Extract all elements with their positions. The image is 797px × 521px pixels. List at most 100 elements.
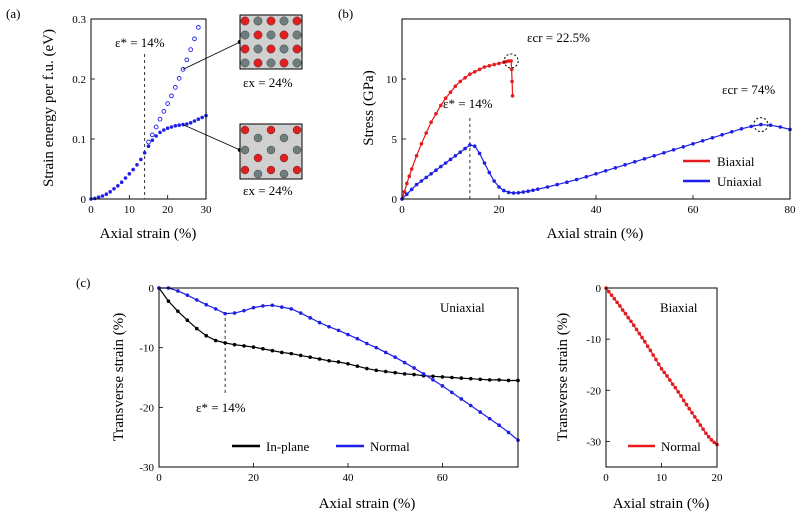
atom (266, 145, 276, 155)
data-point (409, 167, 414, 171)
data-point (497, 61, 501, 66)
data-point (374, 368, 379, 373)
data-point (565, 180, 569, 184)
x-tick-label: 40 (342, 472, 354, 484)
data-point (691, 142, 695, 146)
data-point (720, 133, 724, 137)
y-tick-label: 0.3 (72, 14, 86, 26)
y-axis-label: Transverse strain (%) (555, 313, 571, 442)
atom (266, 44, 276, 54)
data-point (177, 123, 181, 127)
data-point (615, 300, 619, 305)
x-axis-label: Axial strain (%) (100, 226, 197, 242)
data-point (194, 326, 199, 331)
x-tick-label: 40 (591, 204, 603, 216)
data-point (584, 175, 589, 179)
atom (266, 165, 276, 175)
data-point (165, 126, 170, 130)
atom (253, 133, 263, 143)
data-point (123, 176, 128, 180)
data-point (434, 112, 438, 116)
x-tick-label: 0 (88, 204, 94, 216)
atom (279, 153, 289, 163)
data-point (574, 177, 579, 182)
plot-frame (158, 287, 519, 468)
y-tick-label: -30 (139, 462, 154, 474)
data-point (242, 344, 246, 348)
atom (253, 153, 263, 163)
atom (292, 145, 302, 155)
data-point (450, 390, 454, 395)
data-point (146, 139, 151, 145)
critical-point-marker (503, 53, 519, 69)
data-point (261, 347, 265, 351)
y-axis-label: Stress (GPa) (361, 70, 377, 145)
data-point (603, 169, 608, 173)
atom (279, 30, 289, 40)
y-tick-label: 0 (392, 194, 398, 206)
y-tick-label: 0.1 (72, 134, 86, 146)
data-point (204, 302, 209, 307)
x-axis-label: Axial strain (%) (319, 496, 416, 512)
data-point (652, 154, 656, 158)
data-point (629, 319, 633, 324)
data-point (355, 336, 360, 341)
data-point (618, 304, 622, 308)
data-point (176, 76, 182, 81)
data-point (511, 191, 516, 195)
data-point (154, 134, 158, 138)
data-point (509, 59, 513, 63)
atom (240, 58, 250, 68)
data-point (662, 370, 667, 375)
data-point (393, 355, 397, 360)
inset-2-leader (182, 124, 241, 151)
atom (279, 133, 289, 143)
data-point (169, 125, 174, 129)
data-point (555, 182, 559, 187)
data-point (640, 335, 644, 340)
data-point (673, 385, 678, 390)
data-point (185, 293, 190, 297)
data-point (270, 303, 275, 308)
atom (292, 125, 302, 135)
data-point (298, 353, 303, 358)
data-point (681, 145, 686, 149)
y-axis-label: Transverse strain (%) (111, 313, 127, 442)
data-point (633, 160, 637, 164)
y-tick-label: -10 (586, 334, 601, 346)
data-point (645, 344, 650, 349)
data-point (424, 175, 429, 180)
data-point (424, 131, 429, 135)
data-point (421, 372, 426, 376)
data-point (412, 366, 416, 370)
data-point (270, 348, 275, 353)
panel-b-label: (b) (338, 6, 353, 21)
data-point (112, 187, 116, 191)
data-point (429, 172, 433, 176)
data-point (188, 121, 193, 125)
data-point (185, 318, 190, 323)
data-point (497, 185, 501, 189)
inset-1-leader (182, 41, 241, 70)
data-point (478, 410, 483, 414)
data-point (687, 406, 692, 411)
data-point (659, 367, 664, 371)
data-point (730, 130, 734, 134)
y-tick-label: 0 (81, 194, 87, 206)
data-point (545, 185, 550, 189)
data-point (429, 120, 433, 124)
data-point (405, 192, 409, 196)
inset-1-label: εx = 24% (243, 75, 293, 90)
data-point (346, 332, 350, 337)
inset-2-label: εx = 24% (243, 183, 293, 198)
data-point (448, 157, 453, 162)
atom (292, 58, 302, 68)
data-point (459, 397, 464, 401)
data-point (516, 190, 521, 195)
data-point (402, 190, 407, 194)
data-point (690, 410, 694, 415)
atom (279, 58, 289, 68)
atom (266, 16, 276, 26)
data-point (336, 328, 341, 333)
